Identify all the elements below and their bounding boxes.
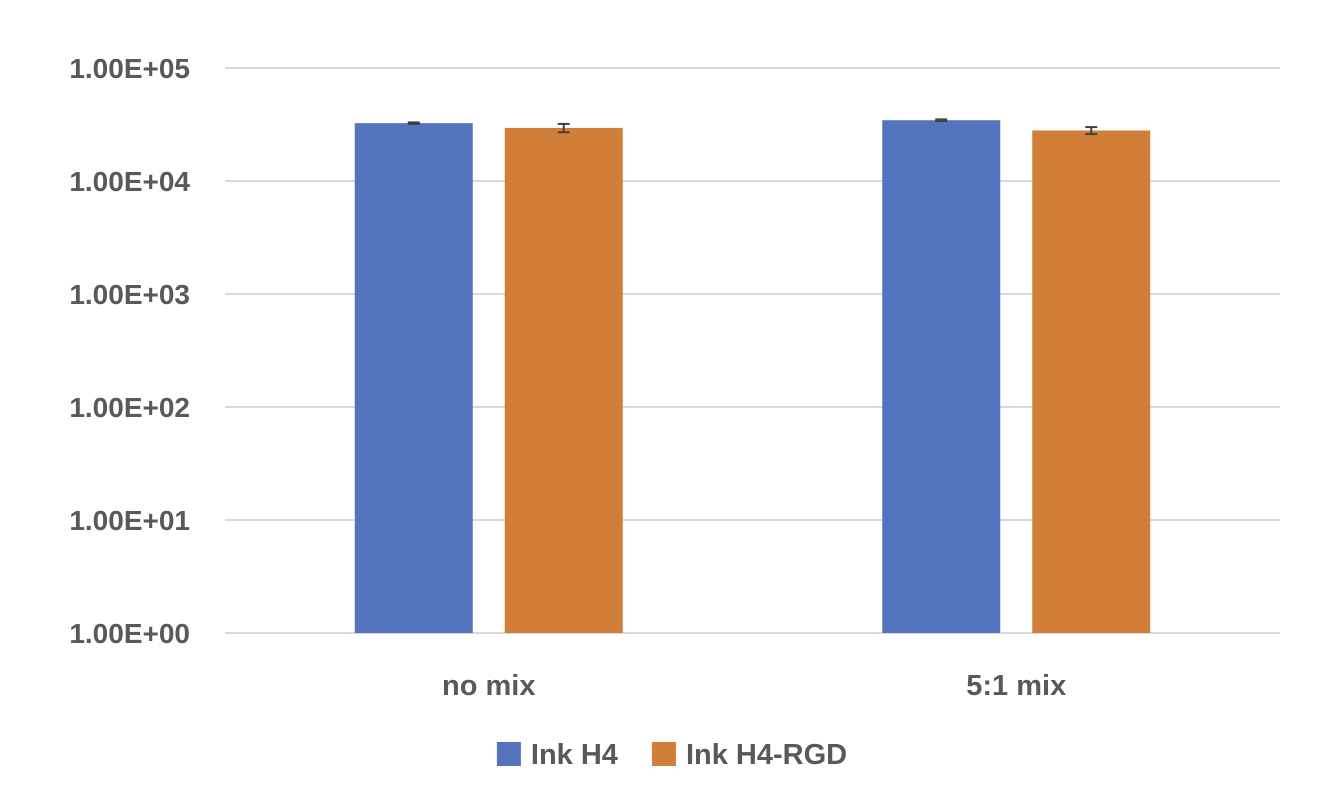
y-axis-tick-labels: 1.00E+00 1.00E+01 1.00E+02 1.00E+03 1.00E+04… bbox=[69, 53, 190, 649]
bar-ink-h4-0 bbox=[354, 123, 473, 634]
legend-label: Ink H4 bbox=[531, 739, 618, 771]
legend-swatch bbox=[496, 742, 521, 766]
y-tick-label: 1.00E+00 bbox=[69, 618, 190, 649]
legend: Ink H4 Ink H4-RGD bbox=[496, 739, 847, 771]
x-tick-label: 5:1 mix bbox=[966, 670, 1066, 702]
y-tick-label: 1.00E+03 bbox=[69, 279, 190, 310]
y-tick-label: 1.00E+02 bbox=[69, 392, 190, 423]
error-bars-layer bbox=[407, 118, 1098, 136]
legend-label: Ink H4-RGD bbox=[686, 739, 847, 771]
bars-layer bbox=[354, 120, 1151, 634]
bar-ink-h4-rgd-0 bbox=[504, 127, 623, 634]
bar-ink-h4-1 bbox=[882, 120, 1001, 633]
y-tick-label: 1.00E+05 bbox=[69, 53, 190, 84]
bar-ink-h4-rgd-1 bbox=[1032, 130, 1151, 634]
legend-swatch bbox=[651, 742, 676, 766]
x-tick-label: no mix bbox=[442, 670, 535, 702]
y-tick-label: 1.00E+01 bbox=[69, 505, 190, 536]
y-tick-label: 1.00E+04 bbox=[69, 166, 190, 197]
x-axis-tick-labels: no mix 5:1 mix bbox=[442, 670, 1066, 702]
